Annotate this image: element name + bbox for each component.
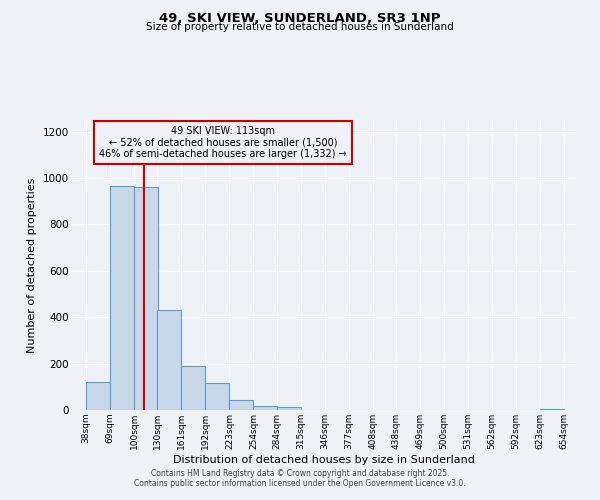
- Bar: [277, 407, 301, 410]
- Bar: [157, 310, 181, 410]
- Text: Size of property relative to detached houses in Sunderland: Size of property relative to detached ho…: [146, 22, 454, 32]
- Bar: [253, 406, 277, 410]
- Text: 49, SKI VIEW, SUNDERLAND, SR3 1NP: 49, SKI VIEW, SUNDERLAND, SR3 1NP: [159, 12, 441, 26]
- Bar: [539, 409, 563, 410]
- Bar: [86, 382, 110, 410]
- Bar: [229, 400, 253, 410]
- Text: Contains public sector information licensed under the Open Government Licence v3: Contains public sector information licen…: [134, 478, 466, 488]
- Bar: [110, 186, 134, 410]
- Y-axis label: Number of detached properties: Number of detached properties: [28, 178, 37, 352]
- Bar: [134, 188, 158, 410]
- Bar: [205, 384, 229, 410]
- X-axis label: Distribution of detached houses by size in Sunderland: Distribution of detached houses by size …: [173, 454, 475, 464]
- Text: 49 SKI VIEW: 113sqm
← 52% of detached houses are smaller (1,500)
46% of semi-det: 49 SKI VIEW: 113sqm ← 52% of detached ho…: [100, 126, 347, 159]
- Bar: [181, 366, 205, 410]
- Text: Contains HM Land Registry data © Crown copyright and database right 2025.: Contains HM Land Registry data © Crown c…: [151, 468, 449, 477]
